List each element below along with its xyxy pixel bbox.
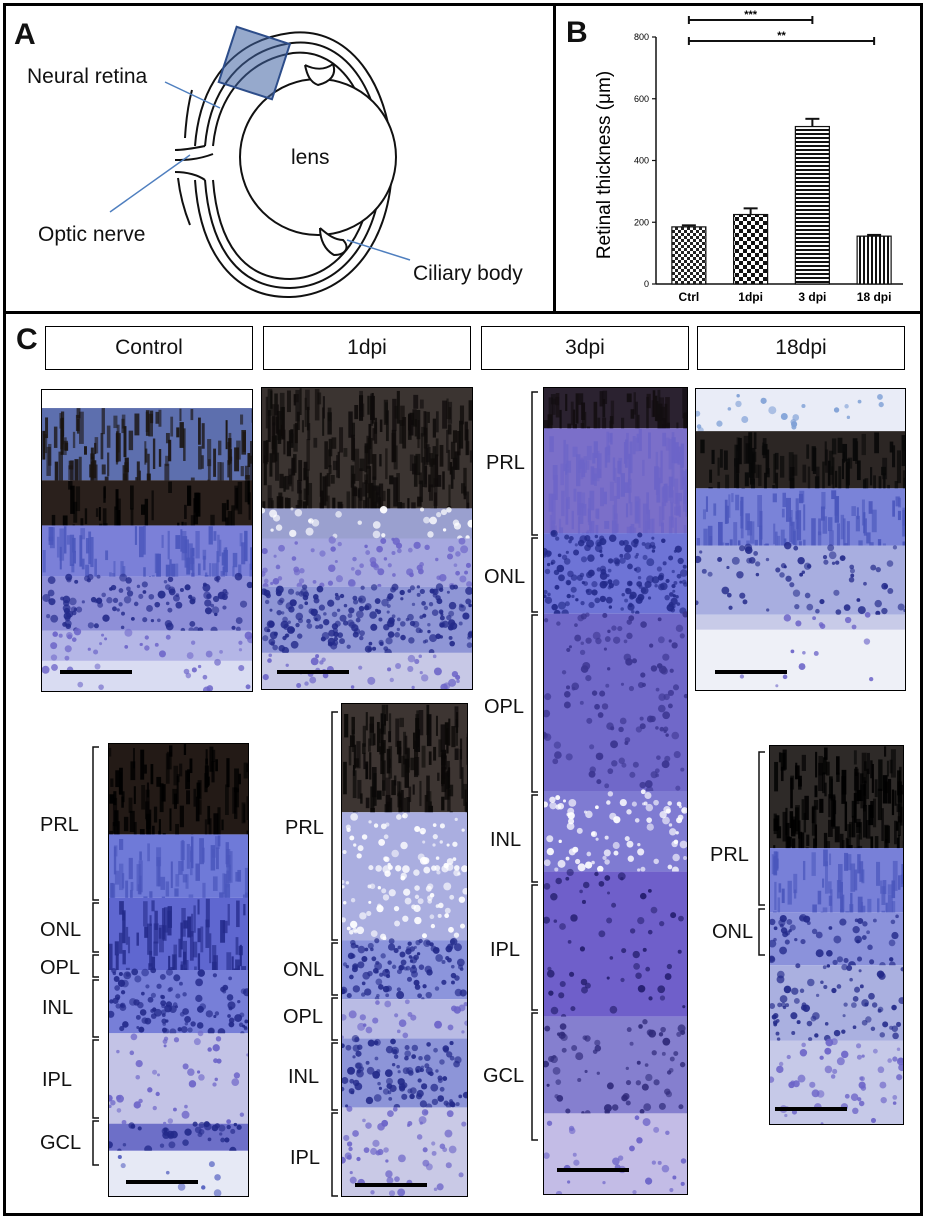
micrograph-1dpi-column bbox=[341, 703, 468, 1197]
bracket-3dpi-ipl bbox=[531, 884, 538, 1011]
pointer-ciliary-body bbox=[346, 239, 411, 261]
y-tick-label: 800 bbox=[634, 32, 649, 42]
scale-bar-control-wide bbox=[60, 670, 132, 674]
header-1dpi: 1dpi bbox=[263, 326, 471, 370]
bar-2 bbox=[733, 213, 769, 285]
scale-bar-18dpi-column bbox=[775, 1107, 847, 1111]
layer-control-gcl: GCL bbox=[40, 1132, 82, 1154]
layer-control-onl: ONL bbox=[40, 919, 82, 941]
micrograph-18dpi-wide bbox=[695, 388, 906, 691]
header-18dpi: 18dpi bbox=[697, 326, 905, 370]
pointer-neural-retina bbox=[164, 81, 221, 109]
x-tick-label: 1dpi bbox=[738, 290, 763, 304]
bracket-control-prl bbox=[92, 746, 99, 901]
bracket-1dpi-onl bbox=[331, 942, 338, 996]
bracket-1dpi-opl bbox=[331, 997, 338, 1041]
significance-label: ** bbox=[777, 30, 786, 42]
layer-3dpi-prl: PRL bbox=[486, 452, 525, 474]
bracket-1dpi-inl bbox=[331, 1042, 338, 1111]
layer-18dpi-prl: PRL bbox=[710, 844, 749, 866]
chart-bars: Ctrl 1dpi 3 dpi 18 dpi bbox=[671, 117, 892, 304]
micrograph-control-column bbox=[108, 743, 249, 1197]
bracket-3dpi-inl bbox=[531, 794, 538, 883]
y-tick-label: 600 bbox=[634, 94, 649, 104]
bracket-3dpi-opl bbox=[531, 614, 538, 793]
bracket-1dpi-prl bbox=[331, 711, 338, 941]
scale-bar-18dpi-wide bbox=[715, 670, 787, 674]
label-ciliary-body: Ciliary body bbox=[413, 262, 523, 285]
micrograph-texture bbox=[109, 744, 248, 1196]
label-optic-nerve: Optic nerve bbox=[38, 223, 146, 246]
micrograph-3dpi bbox=[543, 387, 688, 1195]
bracket-3dpi-gcl bbox=[531, 1012, 538, 1141]
micrograph-control-wide bbox=[41, 389, 253, 692]
bar-1 bbox=[671, 226, 707, 285]
label-lens: lens bbox=[291, 146, 330, 169]
scale-bar-3dpi bbox=[557, 1168, 629, 1172]
layer-18dpi-onl: ONL bbox=[712, 921, 754, 943]
y-tick-label: 400 bbox=[634, 156, 649, 166]
micrograph-texture bbox=[696, 389, 905, 690]
panel-a-letter: A bbox=[14, 18, 36, 51]
micrograph-texture bbox=[770, 746, 903, 1124]
ciliary-lower bbox=[319, 227, 348, 257]
y-axis-label: Retinal thickness (μm) bbox=[594, 71, 615, 259]
layer-1dpi-opl: OPL bbox=[283, 1006, 324, 1028]
micrograph-18dpi-column bbox=[769, 745, 904, 1125]
micrograph-texture bbox=[42, 390, 252, 691]
layer-3dpi-onl: ONL bbox=[484, 566, 526, 588]
bracket-control-gcl bbox=[92, 1120, 99, 1166]
significance-label: *** bbox=[744, 9, 758, 21]
layer-3dpi-inl: INL bbox=[490, 829, 522, 851]
x-tick-label: Ctrl bbox=[679, 290, 700, 304]
ciliary-upper bbox=[304, 62, 336, 87]
label-neural-retina: Neural retina bbox=[27, 65, 148, 88]
bracket-3dpi-prl bbox=[531, 391, 538, 536]
panel-c-frame bbox=[3, 311, 923, 1216]
bracket-18dpi-prl bbox=[758, 751, 765, 906]
layer-1dpi-onl: ONL bbox=[283, 959, 325, 981]
optic-nerve-stalk bbox=[174, 145, 214, 181]
bracket-control-ipl bbox=[92, 1039, 99, 1119]
bar-3 bbox=[794, 125, 830, 285]
layer-3dpi-opl: OPL bbox=[484, 696, 525, 718]
chart-significance: ***** bbox=[687, 9, 876, 45]
micrograph-texture bbox=[544, 388, 687, 1194]
bracket-1dpi-ipl bbox=[331, 1112, 338, 1197]
x-tick-label: 18 dpi bbox=[857, 290, 892, 304]
layer-3dpi-gcl: GCL bbox=[483, 1065, 525, 1087]
layer-control-prl: PRL bbox=[40, 814, 79, 836]
micrograph-1dpi-wide bbox=[261, 387, 473, 690]
scale-bar-control-column bbox=[126, 1180, 198, 1184]
layer-1dpi-ipl: IPL bbox=[290, 1147, 321, 1169]
scale-bar-1dpi-column bbox=[355, 1183, 427, 1187]
panel-c-letter: C bbox=[16, 323, 38, 356]
layer-1dpi-inl: INL bbox=[288, 1066, 320, 1088]
y-tick-label: 0 bbox=[644, 279, 649, 289]
eye-diagram bbox=[109, 25, 411, 299]
retina-sample-box bbox=[217, 25, 292, 101]
layer-control-ipl: IPL bbox=[42, 1069, 73, 1091]
y-tick-label: 200 bbox=[634, 217, 649, 227]
scale-bar-1dpi-wide bbox=[277, 670, 349, 674]
layer-3dpi-ipl: IPL bbox=[490, 939, 521, 961]
bar-4 bbox=[856, 235, 892, 285]
header-3dpi: 3dpi bbox=[481, 326, 689, 370]
header-control: Control bbox=[45, 326, 253, 370]
panel-b-letter: B bbox=[566, 16, 588, 49]
x-tick-label: 3 dpi bbox=[798, 290, 826, 304]
bracket-control-inl bbox=[92, 979, 99, 1038]
layer-1dpi-prl: PRL bbox=[285, 817, 324, 839]
layer-control-opl: OPL bbox=[40, 957, 81, 979]
bracket-3dpi-onl bbox=[531, 537, 538, 613]
pointer-optic-nerve bbox=[109, 154, 191, 213]
bracket-18dpi-onl bbox=[758, 908, 765, 956]
bracket-control-onl bbox=[92, 902, 99, 953]
micrograph-texture bbox=[262, 388, 472, 689]
bracket-control-opl bbox=[92, 954, 99, 978]
thickness-chart: Retinal thickness (μm) 0 200 400 600 800 Ctr… bbox=[594, 9, 903, 304]
micrograph-texture bbox=[342, 704, 467, 1196]
layer-control-inl: INL bbox=[42, 997, 74, 1019]
